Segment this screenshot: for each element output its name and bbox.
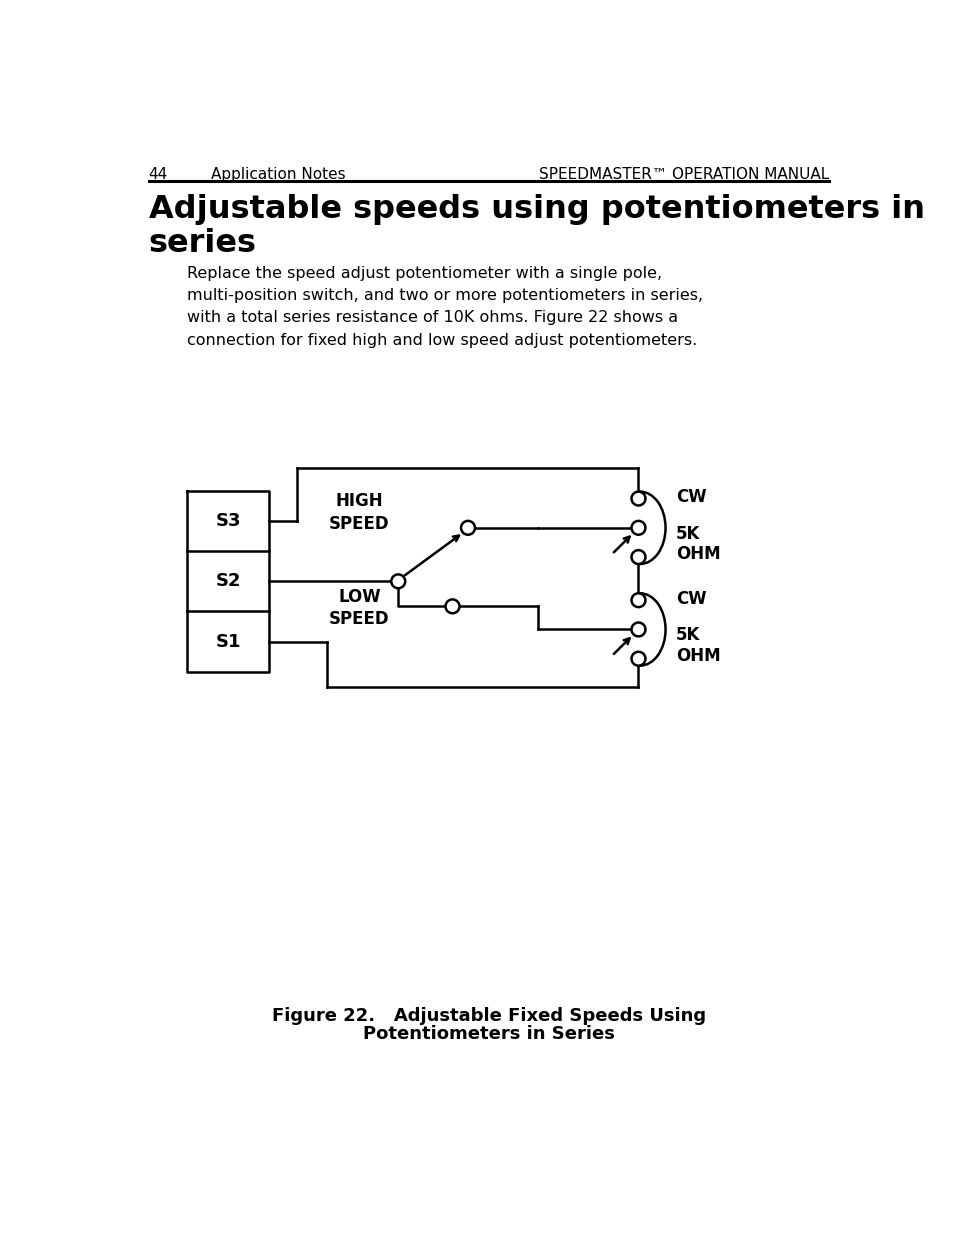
Circle shape [631,622,645,636]
Text: S1: S1 [215,632,241,651]
Circle shape [631,492,645,505]
Circle shape [631,550,645,564]
Text: CW: CW [675,488,705,506]
Text: CW: CW [675,589,705,608]
Text: Potentiometers in Series: Potentiometers in Series [362,1025,615,1044]
Circle shape [460,521,475,535]
Text: LOW
SPEED: LOW SPEED [329,588,390,627]
Text: Figure 22.   Adjustable Fixed Speeds Using: Figure 22. Adjustable Fixed Speeds Using [272,1007,705,1025]
Circle shape [445,599,459,614]
Text: Replace the speed adjust potentiometer with a single pole,
multi-position switch: Replace the speed adjust potentiometer w… [187,266,703,347]
Text: Adjustable speeds using potentiometers in: Adjustable speeds using potentiometers i… [149,194,923,226]
Circle shape [631,593,645,608]
Text: HIGH
SPEED: HIGH SPEED [329,493,390,532]
Text: SPEEDMASTER™ OPERATION MANUAL: SPEEDMASTER™ OPERATION MANUAL [538,168,828,183]
Text: series: series [149,227,256,258]
Text: S3: S3 [215,513,241,530]
Text: 5K
OHM: 5K OHM [675,626,720,664]
Text: S2: S2 [215,572,241,590]
Circle shape [631,521,645,535]
Text: 44: 44 [149,168,168,183]
Text: Application Notes: Application Notes [211,168,345,183]
Text: 5K
OHM: 5K OHM [675,525,720,563]
Circle shape [391,574,405,588]
Circle shape [631,652,645,666]
